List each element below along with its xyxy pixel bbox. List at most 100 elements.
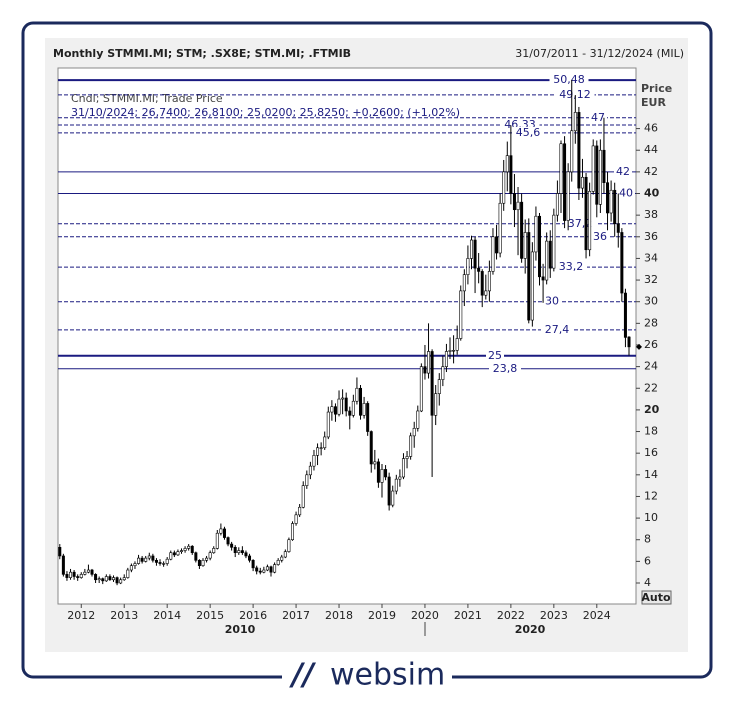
y-tick-label: 20 (644, 403, 660, 416)
x-tick-label: 2018 (325, 609, 353, 622)
candle-body (538, 215, 542, 278)
candle-body (240, 550, 244, 554)
y-tick-label: 24 (644, 360, 658, 373)
candle-body (466, 258, 470, 275)
unit: EUR (641, 96, 666, 109)
y-tick-label: 30 (644, 295, 658, 308)
y-tick-label: 14 (644, 468, 658, 481)
candle-body (205, 557, 209, 561)
last-price-marker (636, 343, 642, 350)
candle-body (183, 548, 187, 551)
candle-body (495, 236, 499, 254)
candle-body (366, 403, 370, 432)
candle-body (162, 563, 166, 565)
candle-body (172, 552, 176, 556)
info-line: 31/10/2024; 26,7400; 26,8100; 25,0200; 2… (71, 106, 460, 119)
candle-body (487, 271, 491, 292)
candle-body (616, 223, 620, 233)
y-tick-label: 12 (644, 489, 658, 502)
candle-body (305, 474, 309, 486)
candle-body (376, 461, 380, 483)
candle-body (477, 267, 481, 272)
candle-body (584, 176, 588, 251)
x-tick-label: 2012 (67, 609, 95, 622)
candle-body (505, 155, 509, 173)
candle-body (341, 397, 345, 400)
candle-body (222, 528, 226, 538)
candle-body (158, 562, 162, 564)
candle-body (94, 574, 98, 581)
candle-body (419, 366, 423, 412)
level-label: 42 (616, 165, 630, 178)
level-label: 45,6 (516, 126, 541, 139)
candle-body (480, 271, 484, 296)
candle-body (237, 550, 241, 554)
level-label: 50,48 (553, 73, 585, 86)
candle-body (104, 576, 108, 582)
candle-body (459, 290, 463, 339)
candle-body (265, 566, 269, 571)
candle-body (69, 571, 73, 578)
candle-body (165, 558, 169, 564)
candle-body (545, 240, 549, 281)
x-tick-label: 2015 (196, 609, 224, 622)
candle-body (79, 574, 83, 578)
x-tick-label: 2021 (454, 609, 482, 622)
candle-body (498, 202, 502, 254)
candle-body (398, 476, 402, 480)
candle-body (387, 476, 391, 506)
candle-body (591, 145, 595, 192)
candle-body (290, 523, 294, 541)
y-tick-label: 44 (644, 143, 658, 156)
date-range: 31/07/2011 - 31/12/2024 (MIL) (515, 47, 684, 60)
level-label: 49,12 (559, 88, 591, 101)
logo-mark: // (289, 658, 317, 693)
candle-body (72, 571, 76, 577)
level-label: 36 (593, 230, 607, 243)
candle-body (588, 191, 592, 251)
candle-body (244, 552, 248, 557)
candle-body (437, 379, 441, 394)
candle-body (90, 569, 94, 575)
candle-body (226, 537, 230, 545)
y-tick-label: 18 (644, 425, 658, 438)
level-label-bg (549, 74, 589, 87)
candle-body (570, 130, 574, 173)
candle-body (308, 465, 312, 476)
candle-body (151, 555, 155, 561)
chart-title: Monthly STMMI.MI; STM; .SX8E; STM.MI; .F… (53, 47, 351, 60)
candle-body (169, 552, 173, 560)
candle-body (137, 557, 141, 564)
auto-button[interactable] (641, 590, 672, 605)
candle-body (119, 579, 123, 584)
auto-button-label[interactable]: Auto (641, 591, 671, 604)
level-label: 47 (591, 111, 605, 124)
candle-body (212, 548, 216, 554)
y-tick-label: 40 (644, 187, 660, 200)
candle-body (552, 214, 556, 269)
level-label: 25 (488, 349, 502, 362)
candle-body (416, 410, 420, 429)
candle-body (273, 564, 277, 573)
candle-body (219, 528, 223, 534)
candle-body (530, 251, 534, 321)
candle-body (144, 557, 148, 562)
y-tick-label: 16 (644, 446, 658, 459)
x-tick-label: 2023 (540, 609, 568, 622)
x-tick-label: 2022 (497, 609, 525, 622)
x-tick-label: 2016 (239, 609, 267, 622)
candle-body (373, 461, 377, 465)
candle-body (140, 557, 144, 562)
logo-bg (282, 660, 452, 694)
candle-body (276, 559, 280, 565)
candle-body (154, 559, 158, 563)
candle-body (427, 351, 431, 374)
candle-body (523, 232, 527, 259)
candle-body (283, 551, 287, 558)
candle-body (491, 236, 495, 272)
candle-body (101, 578, 105, 582)
candle-body (194, 552, 198, 561)
candle-body (391, 490, 395, 506)
candle-body (133, 563, 137, 566)
y-tick-label: 32 (644, 273, 658, 286)
